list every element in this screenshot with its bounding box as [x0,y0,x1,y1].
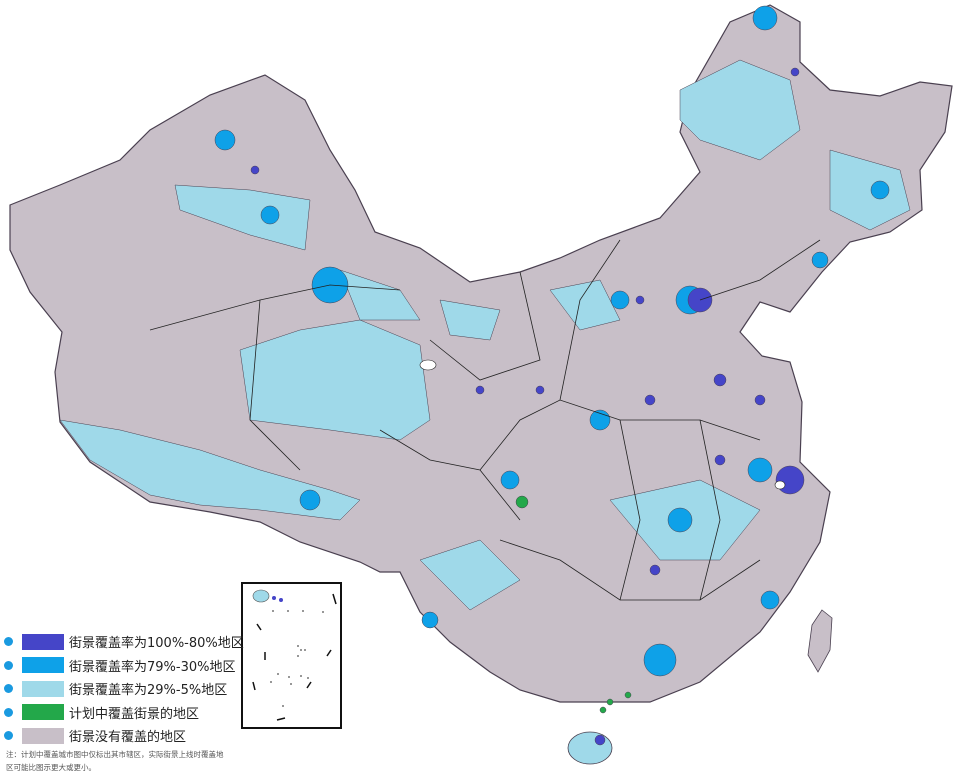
coverage-100-80-region [535,385,545,395]
bullet-icon [4,660,13,670]
coverage-79-30-region [299,489,321,511]
coverage-79-30-region [500,470,520,490]
coverage-regions [59,5,911,746]
coverage-79-30-region [667,507,693,533]
bullet-icon [4,707,13,717]
coverage-100-80-region [713,373,727,387]
province-border [149,284,401,331]
planned-region [606,698,614,706]
legend-label: 街景覆盖率为100%-80%地区 [69,636,244,652]
coverage-29-5-region [829,149,911,231]
coverage-79-30-region [811,251,829,269]
coverage-29-5-region [339,269,421,321]
legend-swatch [22,680,64,697]
coverage-100-80-region [754,394,766,406]
coverage-100-80-region [649,564,661,576]
coverage-29-5-region [239,319,431,441]
coverage-100-80-region [475,385,485,395]
coverage-100-80-region [250,165,260,175]
legend: 街景覆盖率为100%-80%地区 街景覆盖率为79%-30%地区 街景覆盖率为2… [4,630,244,748]
coverage-79-30-region [421,611,439,629]
legend-swatch [22,727,64,744]
planned-region [515,495,529,509]
coverage-100-80-region [635,295,645,305]
planned-region [599,706,607,714]
coverage-79-30-region [610,290,630,310]
coverage-79-30-region [870,180,890,200]
province-border [699,239,821,301]
legend-label: 街景覆盖率为29%-5%地区 [69,683,228,699]
legend-item-79-30: 街景覆盖率为79%-30%地区 [4,654,244,678]
bullet-icon [4,684,13,694]
province-border [379,429,521,521]
coverage-100-80-region [594,734,606,746]
coverage-100-80-region [714,454,726,466]
coverage-29-5-region [439,299,501,341]
planned-region [624,691,632,699]
hainan-island [567,731,613,765]
legend-swatch [22,704,64,721]
legend-swatch [22,633,64,650]
coverage-100-80-region [790,67,800,77]
bullet-icon [4,637,13,647]
coverage-100-80-region [644,394,656,406]
taihu-lake [774,480,786,490]
province-border [619,419,641,601]
province-border [559,239,621,401]
legend-label: 计划中覆盖街景的地区 [69,706,200,722]
legend-item-29-5: 街景覆盖率为29%-5%地区 [4,677,244,701]
coverage-29-5-region [174,184,311,251]
legend-label: 街景没有覆盖的地区 [69,730,187,746]
legend-label: 街景覆盖率为79%-30%地区 [69,659,236,675]
legend-item-none: 街景没有覆盖的地区 [4,724,244,748]
footnote: 注：计划中覆盖城市图中仅标出其市辖区，实际街景上线时覆盖地区可能比图示更大或更小… [6,750,224,772]
bullet-icon [4,731,13,741]
coverage-79-30-region [747,457,773,483]
coverage-79-30-region [214,129,236,151]
province-border [249,299,301,471]
coverage-29-5-region [679,59,801,161]
coverage-79-30-region [643,643,677,677]
coverage-79-30-region [760,590,780,610]
province-borders [149,239,821,601]
province-border [479,399,761,471]
coverage-79-30-region [260,205,280,225]
coverage-29-5-region [419,539,521,611]
coverage-29-5-region [59,419,361,521]
coverage-100-80-region [775,465,805,495]
inset-islands [252,589,337,721]
legend-item-100-80: 街景覆盖率为100%-80%地区 [4,630,244,654]
legend-swatch [22,657,64,674]
qinghai-lake [419,359,437,371]
legend-item-planned: 计划中覆盖街景的地区 [4,701,244,725]
taiwan-island [807,609,833,673]
coverage-79-30-region [752,5,778,31]
coverage-29-5-region [549,279,621,331]
province-border [429,271,541,381]
province-border [699,419,721,601]
south-china-sea-inset [241,582,342,729]
